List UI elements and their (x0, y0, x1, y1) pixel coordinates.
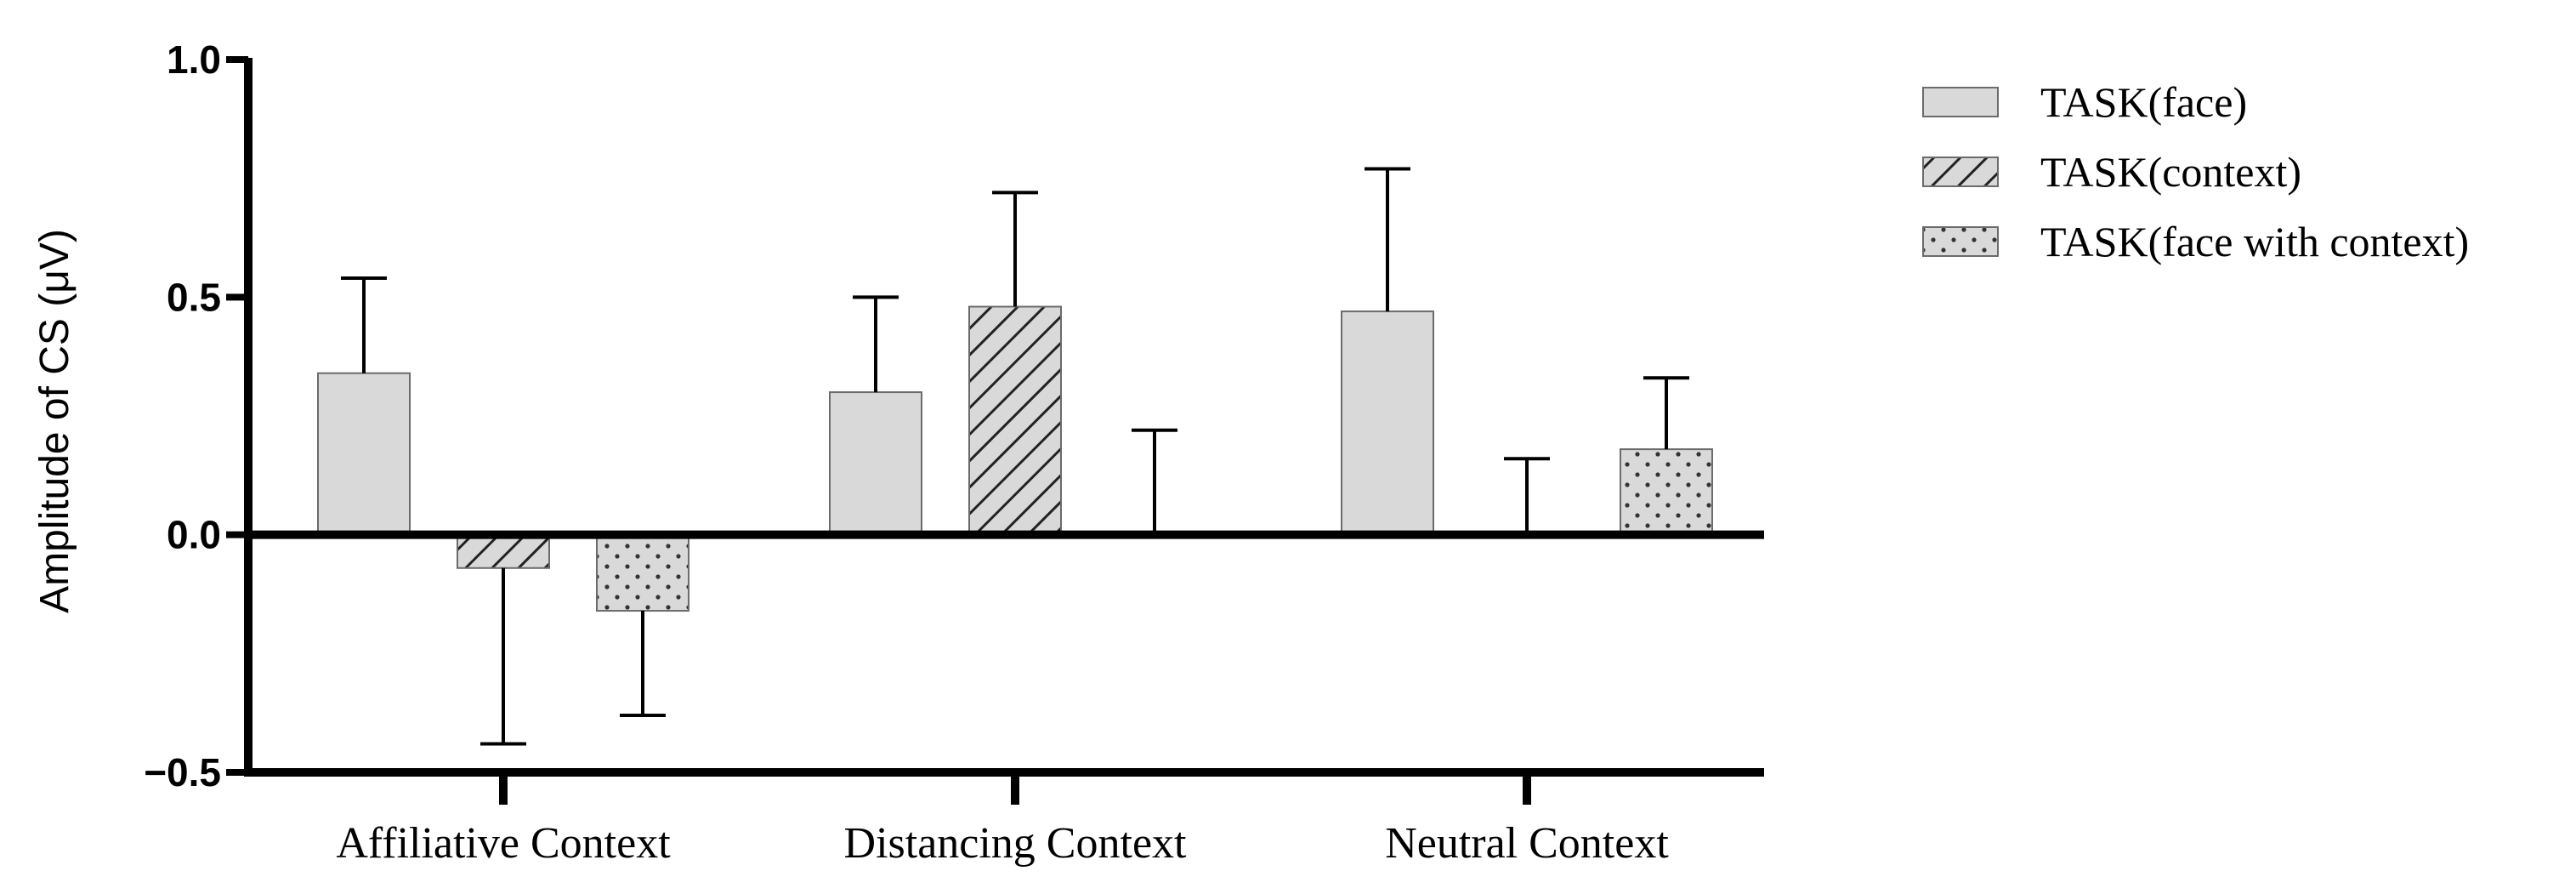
x-tick-label: Affiliative Context (336, 819, 671, 868)
legend-swatch (1922, 157, 1999, 187)
legend-label: TASK(face) (2040, 78, 2247, 126)
bar-task-context--1 (968, 305, 1062, 536)
y-axis-label: Amplitude of CS (μV) (32, 229, 77, 613)
bar-task-face--0 (317, 372, 411, 536)
y-tick-label: 1.0 (167, 37, 221, 82)
bars-layer (317, 305, 1713, 612)
y-tick-label: 0.5 (167, 275, 221, 319)
legend-swatch (1922, 226, 1999, 257)
bar-task-context--0 (457, 533, 550, 569)
legend-label: TASK(face with context) (2040, 218, 2469, 265)
legend-label: TASK(context) (2040, 148, 2301, 196)
y-tick-label: 0.0 (167, 513, 221, 557)
legend-swatch (1922, 87, 1999, 117)
legend: TASK(face) TASK(context) TASK(face with co… (1922, 78, 2469, 265)
bar-task-face--2 (1341, 310, 1434, 536)
x-tick-label: Neutral Context (1385, 819, 1669, 868)
x-tick-label: Distancing Context (844, 819, 1188, 868)
labels-layer: −0.5 0.0 0.5 1.0 Affiliative Context Distanci… (144, 37, 1669, 868)
bar-task-face-with-context--0 (596, 533, 689, 612)
y-tick-label: −0.5 (144, 750, 221, 794)
error-bars-layer (341, 167, 1689, 746)
axes-layer (226, 56, 1764, 805)
bar-task-face-with-context--2 (1620, 448, 1713, 536)
bar-task-face--1 (829, 391, 922, 536)
